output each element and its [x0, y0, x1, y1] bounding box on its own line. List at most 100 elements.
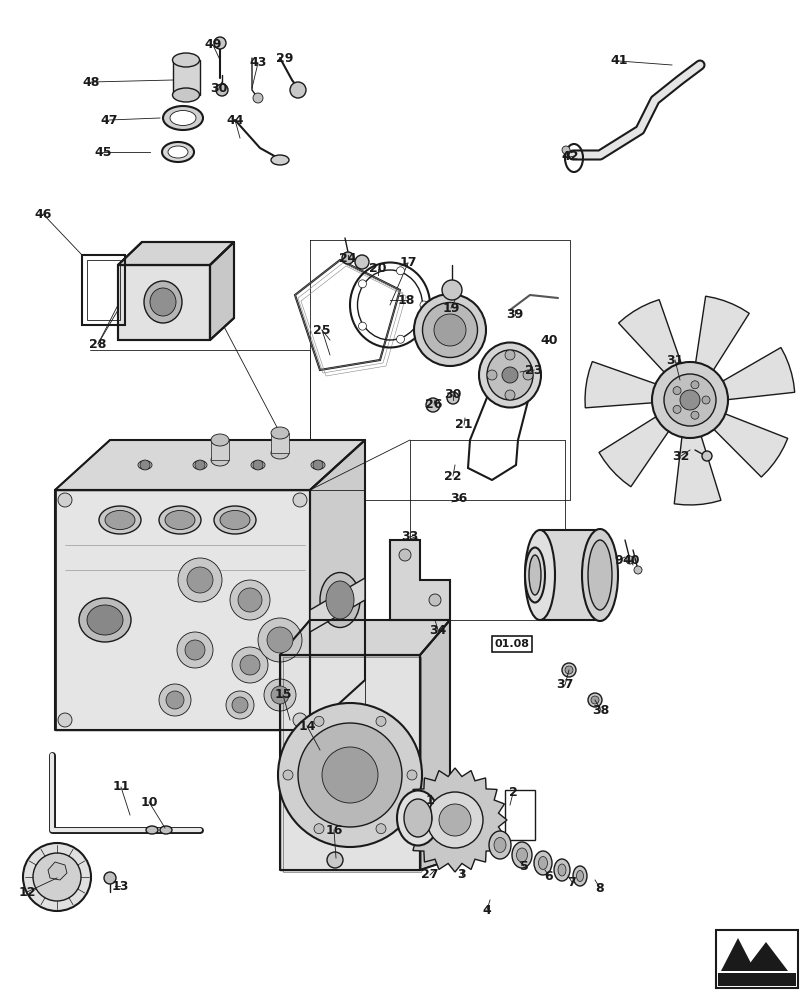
Text: 21: 21	[455, 418, 473, 432]
Polygon shape	[721, 938, 755, 971]
Ellipse shape	[144, 281, 182, 323]
Ellipse shape	[414, 294, 486, 366]
Polygon shape	[585, 362, 665, 408]
Circle shape	[680, 390, 700, 410]
Polygon shape	[674, 427, 721, 505]
Circle shape	[313, 460, 323, 470]
Text: 30: 30	[444, 388, 461, 401]
Text: 37: 37	[557, 678, 574, 692]
Circle shape	[397, 267, 405, 275]
Circle shape	[283, 770, 293, 780]
Polygon shape	[420, 620, 450, 870]
Text: 3: 3	[457, 868, 466, 882]
Circle shape	[314, 824, 324, 834]
Circle shape	[178, 558, 222, 602]
Circle shape	[426, 398, 440, 412]
Text: 42: 42	[562, 150, 579, 163]
Circle shape	[232, 697, 248, 713]
Ellipse shape	[538, 856, 548, 869]
Ellipse shape	[525, 530, 555, 620]
Circle shape	[359, 322, 367, 330]
Polygon shape	[280, 620, 450, 655]
Circle shape	[58, 493, 72, 507]
Text: 10: 10	[141, 796, 158, 808]
Circle shape	[565, 666, 573, 674]
Circle shape	[397, 335, 405, 343]
Ellipse shape	[160, 826, 172, 834]
Text: 46: 46	[34, 208, 52, 221]
Circle shape	[185, 640, 205, 660]
Text: 28: 28	[90, 338, 107, 351]
Text: 12: 12	[19, 886, 36, 898]
Ellipse shape	[99, 506, 141, 534]
Circle shape	[376, 824, 386, 834]
Polygon shape	[744, 942, 788, 971]
Ellipse shape	[214, 506, 256, 534]
Bar	[716, 930, 798, 988]
Text: 27: 27	[421, 868, 439, 882]
Circle shape	[214, 37, 226, 49]
Polygon shape	[55, 440, 365, 490]
Ellipse shape	[211, 434, 229, 446]
Circle shape	[298, 723, 402, 827]
Text: 17: 17	[399, 256, 417, 269]
Text: 9: 9	[615, 554, 623, 566]
Ellipse shape	[271, 447, 289, 459]
Text: 49: 49	[204, 38, 221, 51]
Polygon shape	[540, 530, 600, 620]
Circle shape	[502, 367, 518, 383]
Circle shape	[342, 252, 354, 264]
Ellipse shape	[434, 314, 466, 346]
Circle shape	[314, 716, 324, 726]
Ellipse shape	[487, 350, 533, 400]
Ellipse shape	[87, 605, 123, 635]
Text: 22: 22	[444, 470, 461, 483]
Text: 25: 25	[314, 324, 330, 336]
Text: 48: 48	[82, 76, 99, 89]
Circle shape	[588, 693, 602, 707]
Ellipse shape	[516, 848, 528, 862]
Circle shape	[33, 853, 81, 901]
Circle shape	[664, 374, 716, 426]
Ellipse shape	[326, 581, 354, 619]
Text: 1: 1	[426, 794, 435, 806]
Ellipse shape	[525, 548, 545, 602]
Text: 47: 47	[100, 113, 118, 126]
Circle shape	[322, 747, 378, 803]
Circle shape	[376, 716, 386, 726]
Circle shape	[177, 632, 213, 668]
Polygon shape	[211, 440, 229, 460]
Ellipse shape	[479, 342, 541, 408]
Ellipse shape	[582, 529, 618, 621]
Circle shape	[562, 663, 576, 677]
Ellipse shape	[404, 799, 432, 837]
Polygon shape	[619, 300, 684, 379]
Circle shape	[166, 691, 184, 709]
Polygon shape	[210, 242, 234, 340]
Text: 13: 13	[112, 880, 128, 892]
Circle shape	[195, 460, 205, 470]
Ellipse shape	[489, 831, 511, 859]
Text: 14: 14	[298, 720, 316, 732]
Text: 39: 39	[507, 308, 524, 322]
Ellipse shape	[150, 288, 176, 316]
Circle shape	[140, 460, 150, 470]
Text: 38: 38	[592, 704, 609, 716]
Circle shape	[293, 713, 307, 727]
Polygon shape	[271, 433, 289, 453]
Circle shape	[23, 843, 91, 911]
Circle shape	[673, 387, 681, 395]
Circle shape	[58, 713, 72, 727]
Circle shape	[505, 350, 515, 360]
Ellipse shape	[554, 859, 570, 881]
Polygon shape	[403, 768, 507, 872]
Ellipse shape	[311, 460, 325, 470]
Text: 30: 30	[210, 82, 228, 95]
Circle shape	[253, 460, 263, 470]
Text: 32: 32	[672, 450, 690, 462]
Text: 20: 20	[369, 262, 387, 275]
Text: 33: 33	[402, 530, 419, 542]
Text: 5: 5	[520, 859, 528, 872]
Circle shape	[293, 493, 307, 507]
Text: 45: 45	[95, 145, 112, 158]
